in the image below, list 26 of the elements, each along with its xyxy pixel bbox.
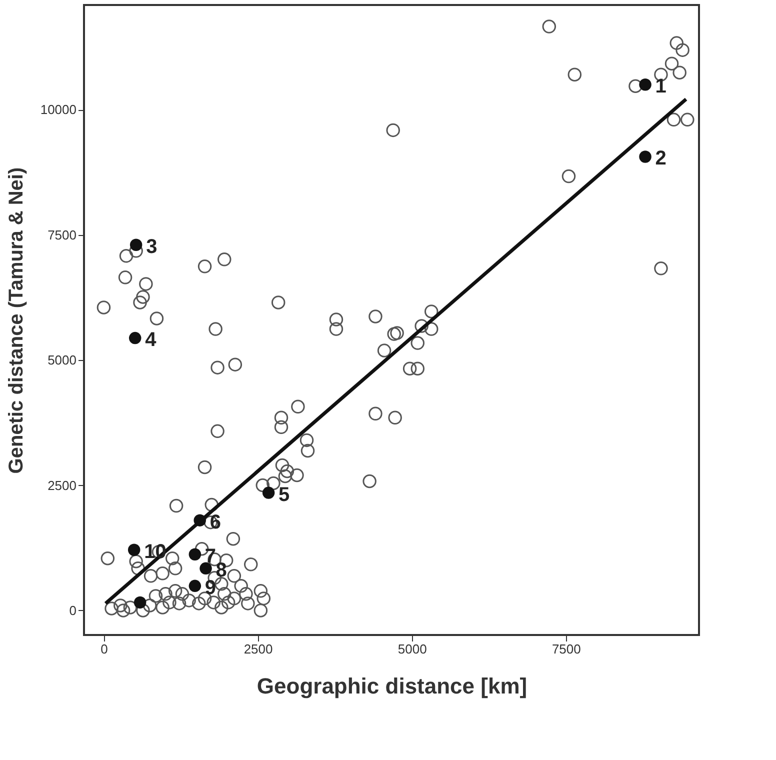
x-axis-title: Geographic distance [km]: [256, 674, 528, 698]
y-tick-label: 7500: [48, 227, 76, 242]
annotation: 4: [145, 329, 158, 352]
annotation: 2: [655, 148, 666, 170]
x-tick-label: 7500: [552, 642, 581, 656]
point: [188, 548, 202, 560]
y-tick-label: 2500: [48, 478, 76, 493]
point: [188, 580, 202, 592]
x-tick-label: 5000: [398, 642, 427, 656]
point: [128, 332, 142, 344]
x-tick-label: 2500: [244, 642, 273, 656]
point: [128, 544, 140, 556]
y-tick-label: 10000: [40, 102, 76, 118]
annotation: 1: [655, 76, 666, 98]
y-tick-label: 5000: [48, 352, 76, 368]
point: [639, 78, 652, 91]
point: [262, 486, 275, 499]
y-tick-label: 0: [69, 602, 76, 618]
annotation: 3: [146, 236, 158, 258]
annotation: 5: [278, 484, 290, 506]
point: [134, 596, 146, 609]
point: [639, 150, 652, 163]
y-axis-title: Genetic distance (Tamura & Nei): [5, 167, 28, 474]
x-tick-label: 0: [100, 642, 108, 656]
point: [200, 562, 212, 575]
point: [130, 238, 142, 251]
